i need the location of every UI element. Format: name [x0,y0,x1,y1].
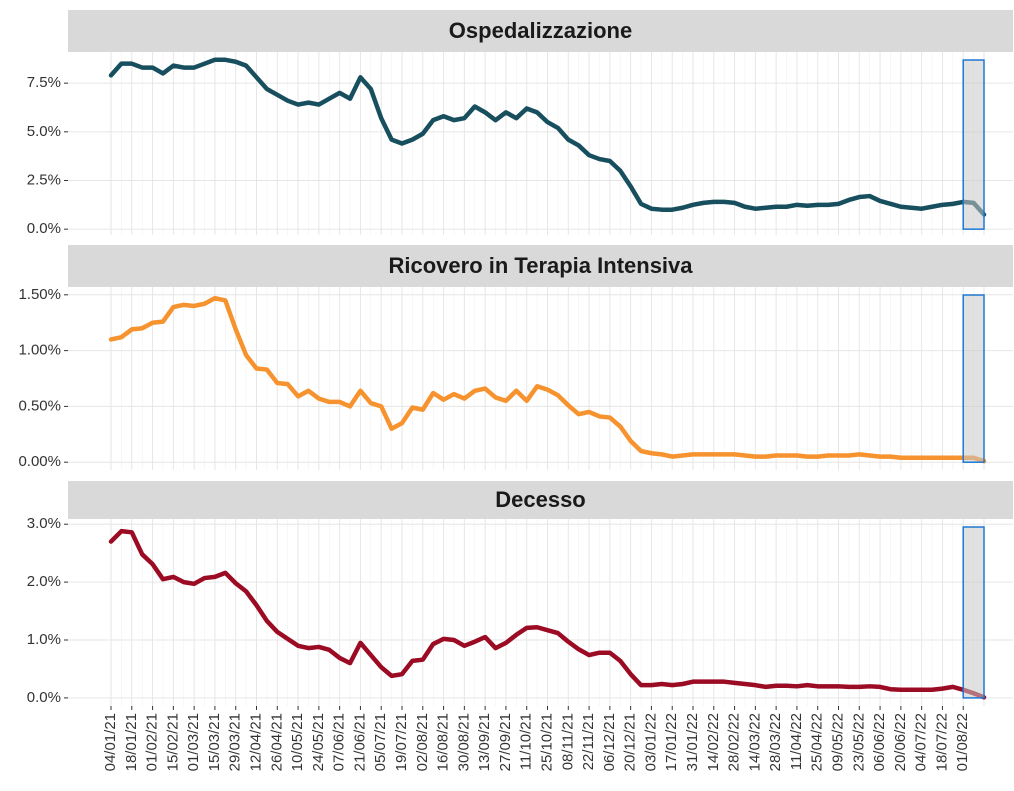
x-tick-label: 12/04/21 [247,713,264,771]
x-tick-label: 31/01/22 [684,713,701,771]
y-tick-label: 0.0% [27,689,61,706]
y-tick-label: 3.0% [27,515,61,532]
highlight-box [962,526,985,699]
x-tick-label: 15/02/21 [164,713,181,771]
x-tick-label: 04/07/22 [913,713,930,771]
x-tick-label: 13/09/21 [476,713,493,771]
x-tick-label: 01/03/21 [185,713,202,771]
x-tick-label: 25/10/21 [538,713,555,771]
x-tick-label: 23/05/22 [850,713,867,771]
strip-background [68,10,1013,52]
data-line [108,295,987,464]
data-line [108,57,987,217]
x-tick-label: 27/09/21 [497,713,514,771]
x-tick-label: 01/02/21 [144,713,161,771]
x-tick-label: 20/12/21 [622,713,639,771]
y-tick-label: 7.5% [27,74,61,91]
highlight-box [962,59,985,230]
data-line [108,528,987,700]
x-tick-label: 22/11/21 [580,713,597,770]
strip-title: Ospedalizzazione [449,18,632,43]
x-tick-label: 17/01/22 [663,713,680,771]
x-tick-label: 20/06/22 [892,713,909,771]
y-tick-label: 1.50% [18,286,61,303]
x-tick-label: 24/05/21 [310,713,327,771]
x-tick-label: 14/02/22 [705,713,722,771]
x-tick-label: 07/06/21 [331,713,348,771]
x-tick-label: 10/05/21 [289,713,306,771]
y-tick-label: 2.5% [27,171,61,188]
x-tick-label: 11/04/22 [788,713,805,770]
x-tick-label: 26/04/21 [268,713,285,771]
x-tick-label: 02/08/21 [414,713,431,771]
y-tick-label: 0.00% [18,453,61,470]
x-tick-label: 18/07/22 [933,713,950,771]
x-tick-label: 14/03/22 [746,713,763,771]
x-tick-label: 30/08/21 [455,713,472,771]
y-tick-label: 1.0% [27,631,61,648]
highlight-box [962,294,985,463]
x-tick-label: 29/03/21 [227,713,244,771]
x-tick-label: 28/03/22 [767,713,784,771]
strip-title: Ricovero in Terapia Intensiva [388,253,693,278]
x-tick-label: 06/12/21 [601,713,618,771]
x-tick-label: 25/04/22 [809,713,826,771]
x-tick-label: 09/05/22 [829,713,846,771]
strip-title: Decesso [495,487,586,512]
x-tick-label: 18/01/21 [123,713,140,771]
x-tick-label: 21/06/21 [351,713,368,771]
x-tick-label: 03/01/22 [642,713,659,771]
x-tick-label: 11/10/21 [518,713,535,770]
x-tick-label: 01/08/22 [954,713,971,771]
x-tick-label: 15/03/21 [206,713,223,771]
strip-background [68,481,1013,519]
x-tick-label: 28/02/22 [726,713,743,771]
y-tick-label: 0.50% [18,397,61,414]
x-tick-label: 05/07/21 [372,713,389,771]
x-tick-label: 19/07/21 [393,713,410,771]
y-tick-label: 5.0% [27,123,61,140]
strip-background [68,245,1013,287]
y-tick-label: 0.0% [27,220,61,237]
x-tick-label: 16/08/21 [435,713,452,771]
x-tick-label: 04/01/21 [102,713,119,771]
y-tick-label: 1.00% [18,342,61,359]
x-tick-label: 06/06/22 [871,713,888,771]
x-tick-label: 08/11/21 [559,713,576,770]
y-tick-label: 2.0% [27,573,61,590]
